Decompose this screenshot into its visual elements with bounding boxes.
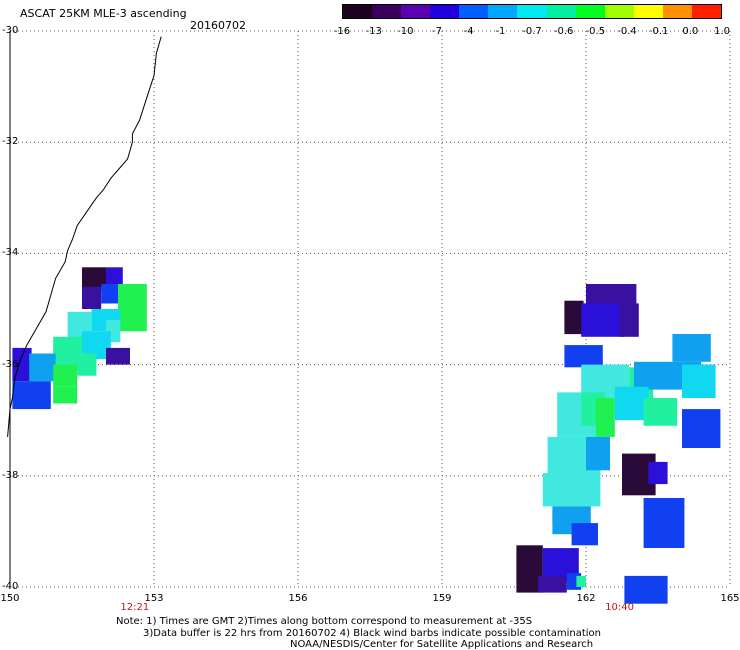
colorbar-segment (633, 5, 663, 18)
colorbar-segment (662, 5, 692, 18)
wind-cell (12, 381, 51, 410)
colorbar-segment (691, 5, 722, 18)
colorbar-label: -0.5 (585, 26, 606, 37)
latitude-label: -32 (2, 136, 19, 148)
longitude-label: 153 (144, 593, 164, 604)
wind-cell (564, 345, 603, 368)
wind-cell (682, 364, 716, 398)
wind-cell (648, 461, 668, 485)
wind-cell (672, 334, 711, 362)
wind-cell (581, 303, 625, 337)
note-line-3: NOAA/NESDIS/Center for Satellite Applica… (290, 639, 594, 650)
wind-cell (643, 498, 685, 548)
latitude-label: -40 (2, 581, 19, 592)
wind-cell (82, 286, 102, 309)
wind-cell (118, 284, 147, 332)
wind-cell (53, 386, 78, 404)
wind-cell (77, 353, 97, 376)
latitude-label: -30 (2, 25, 19, 36)
colorbar-segment (604, 5, 634, 18)
colorbar-segment (517, 5, 547, 18)
colorbar-segment (372, 5, 402, 18)
colorbar-label: -0.7 (522, 26, 542, 37)
longitude-label: 162 (576, 593, 596, 604)
wind-cell (106, 347, 130, 365)
wind-cell (614, 386, 649, 421)
longitude-label: 150 (0, 593, 20, 604)
colorbar (342, 4, 722, 19)
map-date: 20160702 (190, 19, 246, 32)
wind-cell (82, 267, 106, 290)
colorbar-label: -4 (463, 26, 474, 37)
wind-swaths (12, 267, 721, 604)
latitude-label: -36 (2, 358, 19, 370)
latitude-label: -38 (2, 469, 19, 481)
wind-cell (586, 436, 610, 471)
colorbar-segment (488, 5, 518, 18)
colorbar-label: -0.6 (553, 26, 574, 37)
colorbar-label: -13 (365, 26, 382, 37)
colorbar-segment (459, 5, 489, 18)
note-line-1: Note: 1) Times are GMT 2)Times along bot… (116, 616, 533, 627)
wind-cell (619, 303, 639, 337)
wind-cell (571, 523, 598, 546)
wind-cell (538, 575, 567, 593)
colorbar-segment (401, 5, 431, 18)
colorbar-segment (343, 5, 373, 18)
longitude-label: 159 (432, 593, 452, 604)
wind-cell (106, 267, 123, 290)
wind-cell (595, 398, 615, 437)
wind-cell (624, 575, 668, 604)
wind-cell (564, 300, 584, 335)
colorbar-segment (430, 5, 460, 18)
colorbar-label: -10 (397, 26, 414, 37)
colorbar-label: -1 (495, 26, 506, 37)
wind-cell (101, 284, 118, 304)
colorbar-label: -7 (432, 26, 442, 37)
wind-cell (552, 509, 579, 524)
wind-cell (542, 473, 601, 507)
wind-cell (643, 398, 678, 426)
wind-cell (576, 575, 586, 587)
colorbar-segment (546, 5, 576, 18)
wind-cell (53, 364, 78, 387)
note-line-2: 3)Data buffer is 22 hrs from 20160702 4)… (143, 628, 601, 639)
latitude-label: -34 (2, 247, 19, 259)
wind-cell (586, 284, 637, 307)
colorbar-segment (575, 5, 605, 18)
coastline (7, 36, 162, 437)
pass-time-label: 12:21 (120, 602, 150, 613)
pass-time-label: 10:40 (605, 602, 635, 613)
longitude-label: 165 (720, 593, 740, 604)
map-title: ASCAT 25KM MLE-3 ascending (20, 7, 187, 20)
wind-cell (682, 409, 721, 448)
longitude-label: 156 (288, 593, 308, 604)
wind-cell (12, 347, 32, 382)
wind-cell (29, 353, 56, 382)
